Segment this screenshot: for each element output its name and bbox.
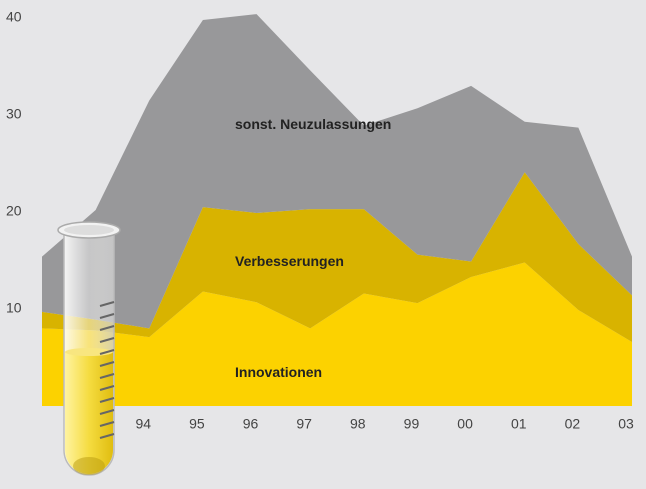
x-tick-label: 01 [511,416,527,432]
x-tick-label: 03 [618,416,634,432]
x-tick-label: 02 [565,416,581,432]
x-tick-label: 00 [457,416,473,432]
x-tick-label: 99 [404,416,420,432]
series-label: Innovationen [235,364,322,380]
plot-area: Innovationen Verbesserungen sonst. Neuzula… [42,14,634,432]
x-tick-label: 96 [243,416,259,432]
y-tick-label: 40 [6,9,22,25]
series-label: Verbesserungen [235,253,344,269]
test-tube-illustration [58,222,120,475]
x-tick-label: 94 [135,416,151,432]
y-tick-label: 30 [6,106,22,122]
x-tick-label: 97 [296,416,312,432]
y-tick-label: 10 [6,300,22,316]
x-tick-label: 98 [350,416,366,432]
series-label: sonst. Neuzulassungen [235,116,391,132]
x-tick-label: 95 [189,416,205,432]
y-tick-label: 20 [6,203,22,219]
chart: 10 20 30 40 Innovationen Verbesserungen sonst.… [0,0,646,489]
